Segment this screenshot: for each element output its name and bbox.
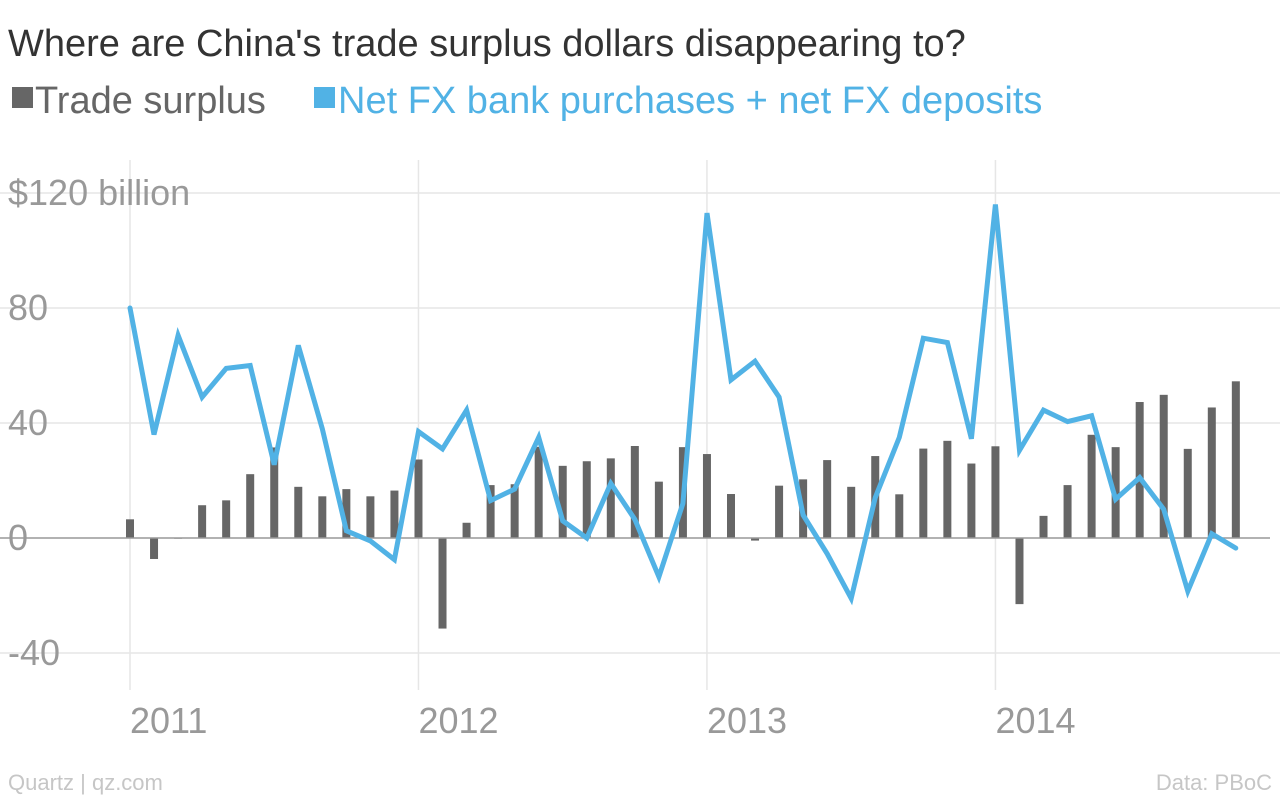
bar-trade-surplus [126,519,134,538]
bar-trade-surplus [775,485,784,538]
net-fx-line-series [127,204,1239,606]
bar-trade-surplus [823,460,832,538]
credit-data-right: Data: PBoC [1156,770,1272,795]
bar-trade-surplus [630,446,639,538]
bar-trade-surplus [534,446,543,538]
x-tick-label: 2011 [130,700,207,741]
bar-trade-surplus [198,505,207,538]
x-tick-label: 2014 [995,700,1075,741]
legend-swatch-net-fx [314,87,335,108]
legend-swatch-trade-surplus [12,87,33,108]
bar-trade-surplus [342,489,351,538]
bar-trade-surplus [1183,448,1192,538]
bar-trade-surplus [486,485,495,538]
bar-trade-surplus [438,538,447,629]
bar-trade-surplus [1135,402,1144,538]
x-tick-label: 2012 [418,700,498,741]
bar-trade-surplus [366,496,375,538]
bar-trade-surplus [222,500,231,538]
bar-trade-surplus [847,486,856,538]
bar-trade-surplus [727,494,735,538]
bar-trade-surplus [150,538,159,559]
legend-label-trade-surplus: Trade surplus [35,80,266,122]
x-axis: 2011 2012 2013 2014 [130,700,1076,741]
bar-trade-surplus [702,454,711,538]
chart-title: Where are China's trade surplus dollars … [8,23,966,65]
bar-trade-surplus [1159,394,1168,538]
gridlines [0,160,1280,690]
bar-trade-surplus [246,474,255,538]
bar-trade-surplus [510,484,519,538]
y-tick-label: 80 [8,287,48,328]
y-tick-label: -40 [8,632,60,673]
bar-trade-surplus [318,496,327,538]
bar-trade-surplus [654,481,663,538]
bar-trade-surplus [1015,538,1024,605]
line-net-fx [127,204,1239,606]
bar-trade-surplus [582,461,591,538]
x-tick-label: 2013 [707,700,787,741]
bar-trade-surplus [462,522,471,538]
bar-trade-surplus [1231,381,1240,538]
y-tick-label: $120 billion [8,172,190,213]
bar-trade-surplus [1207,407,1216,538]
bar-trade-surplus [1063,485,1072,538]
credit-source-left: Quartz | qz.com [8,770,163,795]
bar-trade-surplus [414,459,423,538]
y-tick-label: 40 [8,402,48,443]
bar-trade-surplus [919,448,928,538]
bar-trade-surplus [294,486,303,538]
bar-trade-surplus [1087,434,1096,538]
bar-trade-surplus [967,463,976,538]
bar-trade-surplus [943,440,952,538]
legend-label-net-fx: Net FX bank purchases + net FX deposits [338,80,1042,122]
bar-trade-surplus [606,458,615,538]
bar-trade-surplus [751,538,760,541]
bar-trade-surplus [895,494,904,538]
legend: Trade surplus Net FX bank purchases + ne… [12,80,1042,122]
bar-trade-surplus [270,447,279,538]
bar-trade-surplus [991,446,1000,538]
bar-trade-surplus [390,490,399,538]
bar-trade-surplus [1039,515,1048,538]
bar-trade-surplus [558,465,567,538]
